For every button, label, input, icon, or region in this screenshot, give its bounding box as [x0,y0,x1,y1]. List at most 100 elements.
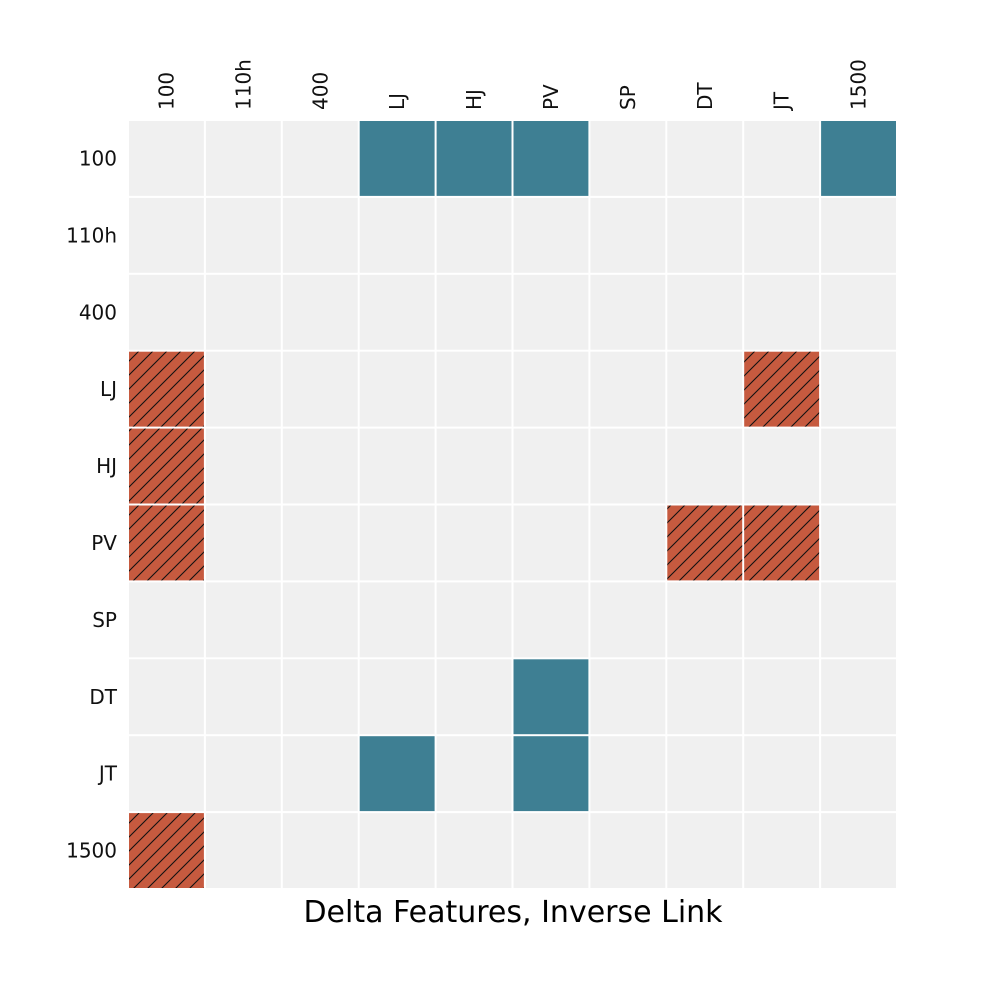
heatmap-cell-110h-DT [667,197,743,273]
heatmap-cell-HJ-DT [667,428,743,504]
heatmap-cell-1500-SP [590,813,666,888]
heatmap-cell-1500-DT [667,813,743,888]
heatmap-cell-LJ-1500 [821,351,896,427]
x-tick-label-SP: SP [616,85,640,110]
x-tick-label-JT: JT [770,91,794,112]
heatmap-cell-HJ-110h [205,428,281,504]
heatmap-cell-100-PV [513,121,589,196]
heatmap-cell-JT-110h [205,736,281,812]
heatmap-cell-110h-SP [590,197,666,273]
heatmap-cell-1500-HJ [436,813,512,888]
heatmap-cell-1500-LJ [359,813,435,888]
heatmap-cell-DT-JT [744,659,820,735]
heatmap-cell-PV-LJ [359,505,435,581]
heatmap-cell-HJ-SP [590,428,666,504]
heatmap-cell-400-JT [744,274,820,350]
heatmap-cell-110h-PV [513,197,589,273]
heatmap-cell-110h-JT [744,197,820,273]
y-tick-label-110h: 110h [66,223,117,247]
y-tick-label-HJ: HJ [96,454,117,478]
heatmap-cell-SP-LJ [359,582,435,658]
x-tick-label-100: 100 [154,72,178,110]
heatmap-cell-JT-100 [129,736,204,812]
heatmap-cell-DT-400 [282,659,358,735]
heatmap-cell-110h-LJ [359,197,435,273]
heatmap-cell-DT-LJ [359,659,435,735]
heatmap-cell-PV-1500 [821,505,896,581]
heatmap-cell-400-LJ [359,274,435,350]
x-tick-label-HJ: HJ [462,89,486,110]
y-tick-label-SP: SP [92,608,117,632]
heatmap-cell-DT-110h [205,659,281,735]
heatmap-cell-400-1500 [821,274,896,350]
hatch-overlay-PV-DT [667,505,743,581]
heatmap-cell-DT-SP [590,659,666,735]
heatmap-cells [129,121,896,888]
x-tick-label-400: 400 [308,72,332,110]
heatmap-cell-400-SP [590,274,666,350]
heatmap-cell-110h-1500 [821,197,896,273]
heatmap-cell-1500-1500 [821,813,896,888]
heatmap-cell-110h-100 [129,197,204,273]
y-tick-label-100: 100 [79,146,117,170]
heatmap-cell-400-400 [282,274,358,350]
x-tick-label-LJ: LJ [385,93,409,110]
heatmap-cell-LJ-DT [667,351,743,427]
hatch-overlay-PV-100 [129,505,204,581]
heatmap-cell-SP-100 [129,582,204,658]
heatmap-cell-HJ-PV [513,428,589,504]
heatmap-cell-HJ-1500 [821,428,896,504]
heatmap-cell-HJ-400 [282,428,358,504]
heatmap-cell-SP-SP [590,582,666,658]
heatmap-cell-400-DT [667,274,743,350]
heatmap-cell-PV-PV [513,505,589,581]
y-tick-label-1500: 1500 [66,839,117,863]
y-tick-label-400: 400 [79,300,117,324]
heatmap-cell-100-HJ [436,121,512,196]
heatmap-cell-LJ-110h [205,351,281,427]
heatmap-cell-PV-SP [590,505,666,581]
heatmap-cell-400-100 [129,274,204,350]
x-axis-label: Delta Features, Inverse Link [303,895,723,930]
heatmap-cell-100-1500 [821,121,896,196]
heatmap-cell-100-LJ [359,121,435,196]
heatmap-cell-100-SP [590,121,666,196]
heatmap-cell-SP-HJ [436,582,512,658]
heatmap-cell-SP-400 [282,582,358,658]
hatch-overlay-1500-100 [129,813,204,888]
y-tick-label-JT: JT [97,762,118,786]
heatmap-cell-DT-DT [667,659,743,735]
x-tick-label-DT: DT [693,82,717,110]
heatmap-cell-HJ-HJ [436,428,512,504]
heatmap-cell-110h-HJ [436,197,512,273]
heatmap-cell-PV-HJ [436,505,512,581]
heatmap-cell-LJ-400 [282,351,358,427]
heatmap-cell-1500-400 [282,813,358,888]
heatmap-cell-1500-PV [513,813,589,888]
heatmap-cell-PV-110h [205,505,281,581]
heatmap-cell-SP-DT [667,582,743,658]
heatmap-cell-JT-JT [744,736,820,812]
heatmap-cell-100-400 [282,121,358,196]
heatmap-cell-100-JT [744,121,820,196]
heatmap-cell-JT-PV [513,736,589,812]
hatch-overlay-HJ-100 [129,428,204,504]
heatmap-cell-1500-JT [744,813,820,888]
heatmap-cell-LJ-PV [513,351,589,427]
heatmap-cell-HJ-LJ [359,428,435,504]
heatmap-cell-JT-1500 [821,736,896,812]
heatmap-cell-JT-SP [590,736,666,812]
heatmap-cell-PV-400 [282,505,358,581]
heatmap-cell-DT-HJ [436,659,512,735]
heatmap-cell-100-100 [129,121,204,196]
hatch-overlay-LJ-100 [129,351,204,427]
x-tick-labels: 100 110h 400 LJ HJ PV SP DT JT 1500 [154,59,870,112]
heatmap-cell-LJ-LJ [359,351,435,427]
heatmap-cell-DT-1500 [821,659,896,735]
x-tick-label-1500: 1500 [847,59,871,110]
hatch-overlay-LJ-JT [744,351,820,427]
heatmap-cell-JT-400 [282,736,358,812]
heatmap-cell-110h-400 [282,197,358,273]
heatmap-cell-110h-110h [205,197,281,273]
